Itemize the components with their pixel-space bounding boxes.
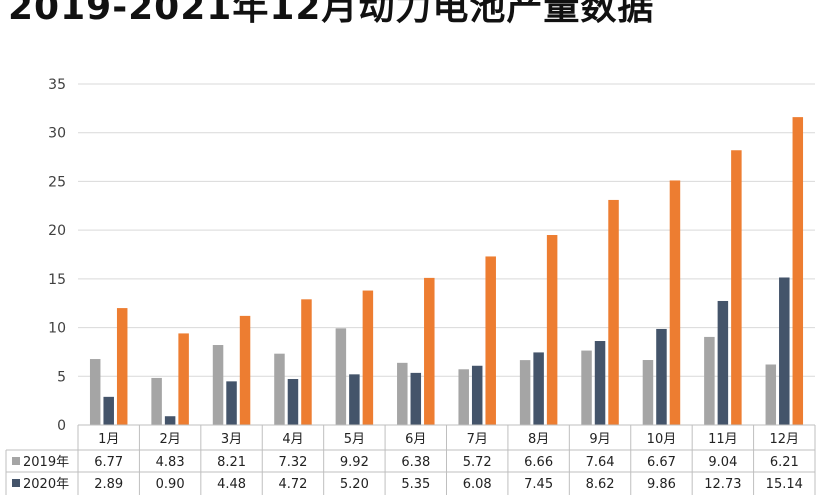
bar-2-7月: [471, 365, 483, 425]
legend-swatch: [12, 479, 20, 487]
x-tick-label: 3月: [221, 432, 242, 447]
bar-1-10月: [642, 360, 654, 425]
bar-1-12月: [765, 364, 777, 425]
data-label: 9.04: [708, 455, 737, 470]
data-label: 7.64: [586, 455, 615, 470]
bar-3-8月: [546, 235, 558, 425]
bar-3-9月: [608, 199, 619, 425]
legend-label: 2019年: [23, 455, 69, 470]
legend-swatch: [12, 457, 20, 465]
data-label: 9.86: [647, 477, 676, 492]
data-label: 4.83: [156, 455, 185, 470]
bar-2-8月: [533, 352, 544, 425]
y-tick-label: 20: [48, 223, 66, 239]
x-tick-label: 12月: [770, 432, 800, 447]
bar-3-3月: [239, 315, 251, 425]
x-tick-label: 4月: [282, 432, 303, 447]
y-tick-label: 35: [48, 77, 66, 93]
bar-1-7月: [458, 369, 469, 425]
data-label: 6.67: [647, 455, 676, 470]
bar-1-11月: [704, 336, 715, 425]
bar-3-4月: [301, 299, 312, 425]
x-tick-label: 7月: [467, 432, 488, 447]
bar-1-9月: [581, 350, 592, 425]
data-label: 6.08: [463, 477, 492, 492]
data-label: 5.72: [463, 455, 492, 470]
y-tick-label: 30: [48, 126, 66, 142]
bar-3-6月: [424, 277, 435, 425]
bar-3-5月: [362, 290, 374, 425]
data-label: 7.32: [278, 455, 307, 470]
bar-2-5月: [349, 374, 360, 425]
data-label: 6.66: [524, 455, 553, 470]
bar-2-3月: [226, 381, 237, 425]
bar-1-4月: [274, 353, 285, 425]
data-label: 6.21: [770, 455, 799, 470]
bar-2-9月: [594, 341, 606, 425]
y-tick-label: 15: [48, 272, 66, 288]
data-label: 2.89: [94, 477, 123, 492]
y-tick-label: 25: [48, 174, 66, 190]
bar-2-11月: [717, 300, 729, 425]
x-tick-label: 6月: [405, 432, 426, 447]
x-tick-label: 8月: [528, 432, 549, 447]
data-label: 4.72: [278, 477, 307, 492]
legend-label: 2020年: [23, 477, 69, 492]
x-tick-label: 11月: [708, 432, 738, 447]
data-label: 0.90: [156, 477, 185, 492]
data-label: 4.48: [217, 477, 246, 492]
chart-title: 2019-2021年12月动力电池产量数据: [8, 0, 655, 28]
y-tick-label: 10: [48, 321, 66, 337]
data-label: 6.38: [401, 455, 430, 470]
bar-2-10月: [656, 328, 667, 425]
data-label: 8.62: [586, 477, 615, 492]
data-label: 8.21: [217, 455, 246, 470]
data-label: 7.45: [524, 477, 553, 492]
bar-1-1月: [89, 359, 101, 425]
data-label: 6.77: [94, 455, 123, 470]
bar-1-6月: [397, 362, 408, 425]
bar-3-12月: [792, 117, 804, 425]
bar-3-2月: [178, 333, 189, 425]
data-label: 15.14: [766, 477, 803, 492]
y-tick-label: 5: [57, 369, 66, 385]
bar-2-12月: [779, 277, 790, 425]
y-tick-label: 0: [57, 418, 66, 434]
bar-1-8月: [519, 360, 531, 425]
bar-3-10月: [669, 180, 681, 425]
bar-1-5月: [335, 328, 347, 425]
x-tick-label: 5月: [344, 432, 365, 447]
bar-2-1月: [103, 396, 114, 425]
data-label: 9.92: [340, 455, 369, 470]
x-tick-label: 2月: [159, 432, 180, 447]
bar-2-6月: [410, 372, 422, 425]
x-tick-label: 10月: [647, 432, 677, 447]
bar-3-11月: [731, 150, 742, 425]
bar-1-2月: [151, 377, 162, 425]
data-label: 12.73: [704, 477, 741, 492]
x-tick-label: 1月: [98, 432, 119, 447]
x-tick-label: 9月: [589, 432, 610, 447]
bar-3-1月: [116, 308, 128, 425]
data-label: 5.20: [340, 477, 369, 492]
bar-1-3月: [212, 345, 224, 425]
data-label: 5.35: [401, 477, 430, 492]
bar-2-2月: [164, 416, 176, 425]
bar-2-4月: [287, 379, 299, 425]
bar-3-7月: [485, 256, 496, 425]
